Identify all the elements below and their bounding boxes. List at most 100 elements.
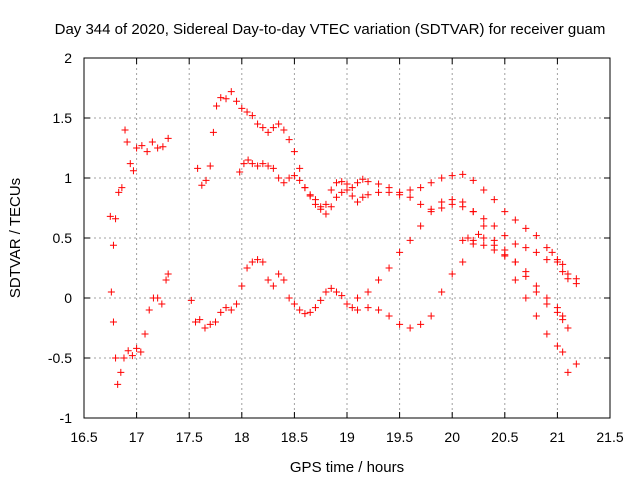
data-point bbox=[269, 164, 277, 172]
data-point bbox=[236, 168, 244, 176]
data-point bbox=[290, 300, 298, 308]
x-tick-label: 18 bbox=[234, 429, 250, 445]
data-point bbox=[322, 210, 330, 218]
data-point bbox=[248, 112, 256, 120]
data-point bbox=[459, 170, 467, 178]
data-point bbox=[572, 275, 580, 283]
data-point bbox=[154, 294, 162, 302]
axis-ticks bbox=[83, 57, 611, 419]
y-tick-label: 1 bbox=[64, 170, 72, 186]
data-point bbox=[138, 142, 146, 150]
data-point bbox=[559, 268, 567, 276]
data-point bbox=[427, 208, 435, 216]
data-point bbox=[269, 124, 277, 132]
series-track-f bbox=[354, 196, 572, 332]
data-point bbox=[280, 276, 288, 284]
data-point bbox=[559, 348, 567, 356]
data-point bbox=[248, 160, 256, 168]
data-point bbox=[301, 310, 309, 318]
data-point bbox=[511, 258, 519, 266]
data-point bbox=[311, 304, 319, 312]
data-point bbox=[217, 94, 225, 102]
data-point bbox=[115, 188, 123, 196]
data-point bbox=[469, 236, 477, 244]
data-point bbox=[159, 143, 167, 151]
data-point bbox=[385, 188, 393, 196]
y-tick-label: 0 bbox=[64, 290, 72, 306]
data-point bbox=[227, 88, 235, 96]
data-point bbox=[396, 320, 404, 328]
y-axis-label: SDTVAR / TECUs bbox=[7, 178, 24, 298]
data-point bbox=[375, 180, 383, 188]
y-tick-label: 0.5 bbox=[53, 230, 73, 246]
data-point bbox=[348, 304, 356, 312]
data-point bbox=[332, 179, 340, 187]
data-point bbox=[459, 258, 467, 266]
data-point bbox=[233, 97, 241, 105]
data-point bbox=[354, 179, 362, 187]
chart-title: Day 344 of 2020, Sidereal Day-to-day VTE… bbox=[55, 21, 606, 38]
data-point bbox=[501, 232, 509, 240]
data-point bbox=[118, 184, 126, 192]
data-point bbox=[343, 180, 351, 188]
data-point bbox=[254, 162, 262, 170]
data-point bbox=[480, 241, 488, 249]
x-tick-label: 20 bbox=[444, 429, 460, 445]
x-tick-label: 19.5 bbox=[386, 429, 413, 445]
x-tick-label: 19 bbox=[339, 429, 355, 445]
data-point bbox=[354, 294, 362, 302]
data-point bbox=[212, 318, 219, 326]
data-point bbox=[417, 320, 425, 328]
data-point bbox=[532, 232, 540, 240]
data-point bbox=[285, 136, 293, 144]
data-point bbox=[154, 144, 162, 152]
y-tick-label: 2 bbox=[64, 50, 72, 66]
data-point bbox=[275, 270, 283, 278]
data-point bbox=[406, 186, 414, 194]
data-point bbox=[343, 186, 351, 194]
data-point bbox=[322, 288, 330, 296]
data-point bbox=[158, 300, 166, 308]
data-point bbox=[511, 240, 519, 248]
data-point bbox=[109, 318, 117, 326]
data-point bbox=[543, 294, 551, 302]
data-point bbox=[406, 236, 414, 244]
data-point bbox=[438, 288, 446, 296]
data-point bbox=[187, 296, 195, 304]
data-point bbox=[354, 306, 362, 314]
data-point bbox=[548, 248, 556, 256]
data-point bbox=[133, 144, 141, 152]
series-track-g bbox=[459, 234, 567, 320]
data-point bbox=[227, 306, 235, 314]
data-point bbox=[427, 312, 435, 320]
data-point bbox=[248, 258, 256, 266]
data-point bbox=[559, 260, 567, 268]
x-tick-label: 20.5 bbox=[491, 429, 518, 445]
data-point bbox=[490, 236, 498, 244]
data-point bbox=[194, 164, 202, 172]
data-point bbox=[375, 188, 383, 196]
data-point bbox=[480, 222, 488, 230]
data-point bbox=[532, 288, 540, 296]
data-point bbox=[264, 276, 272, 284]
grid-lines bbox=[84, 58, 610, 418]
data-point bbox=[121, 126, 129, 134]
data-point bbox=[332, 288, 340, 296]
data-point bbox=[327, 186, 335, 194]
data-point bbox=[532, 248, 540, 256]
data-point bbox=[238, 282, 246, 290]
data-point bbox=[306, 308, 314, 316]
data-point bbox=[543, 256, 551, 264]
data-point bbox=[254, 120, 262, 128]
data-point bbox=[206, 162, 214, 170]
data-point bbox=[296, 176, 304, 184]
data-point bbox=[375, 306, 383, 314]
data-point bbox=[354, 198, 362, 206]
data-point bbox=[364, 288, 372, 296]
data-point bbox=[543, 300, 551, 308]
data-point bbox=[164, 134, 172, 142]
data-point bbox=[192, 318, 200, 326]
data-point bbox=[543, 330, 551, 338]
data-point bbox=[213, 102, 221, 110]
data-point bbox=[559, 312, 567, 320]
